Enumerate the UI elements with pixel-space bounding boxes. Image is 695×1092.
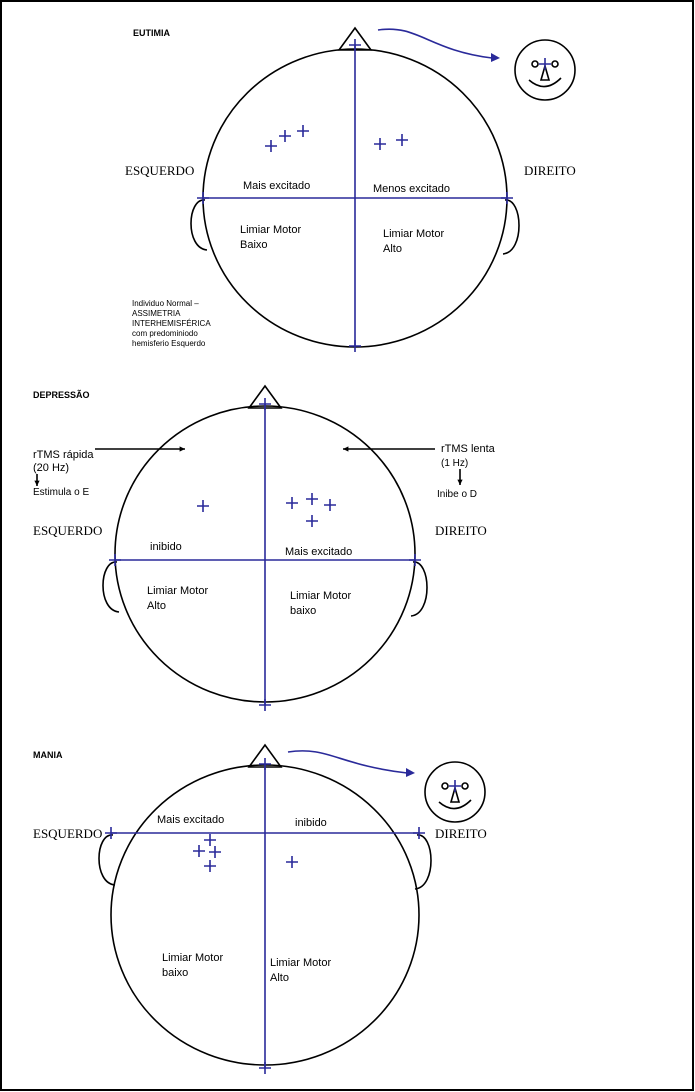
- stimulus: rTMS rápida: [33, 449, 94, 461]
- plus-mark: [286, 856, 298, 868]
- panel-title: DEPRESSÃO: [33, 390, 90, 400]
- region-label: Limiar Motor: [270, 957, 331, 969]
- down-arrow-head: [457, 480, 462, 485]
- eye: [462, 783, 468, 789]
- region-label: Limiar Motor: [240, 224, 301, 236]
- plus-mark: [324, 499, 336, 511]
- plus-mark: [349, 340, 361, 352]
- region-label: Alto: [147, 600, 166, 612]
- region-label: Mais excitado: [243, 180, 310, 192]
- eye: [552, 61, 558, 67]
- region-label: baixo: [162, 967, 188, 979]
- note: com predominiodo: [132, 329, 198, 338]
- region-label: Limiar Motor: [290, 590, 351, 602]
- region-label: Limiar Motor: [383, 228, 444, 240]
- arrow-head: [491, 53, 500, 62]
- plus-mark: [193, 845, 205, 857]
- right-label: DIREITO: [524, 163, 576, 178]
- plus-mark: [259, 1062, 271, 1074]
- plus-mark: [449, 780, 461, 792]
- ear: [415, 835, 431, 889]
- effect: Estimula o E: [33, 487, 89, 498]
- plus-mark: [306, 493, 318, 505]
- plus-mark: [204, 834, 216, 846]
- region-label: Limiar Motor: [162, 952, 223, 964]
- stimulus-arrow-head: [180, 446, 185, 451]
- note: Individuo Normal –: [132, 299, 199, 308]
- panel-title: MANIA: [33, 750, 63, 760]
- note: INTERHEMISFÉRICA: [132, 319, 211, 328]
- region-label: Baixo: [240, 239, 268, 251]
- diagram: EUTIMIA ESQUERDO DIREITO Mais excitado Menos…: [0, 0, 695, 1092]
- eye: [442, 783, 448, 789]
- note: ASSIMETRIA: [132, 309, 181, 318]
- plus-mark: [265, 140, 277, 152]
- region-label: Menos excitado: [373, 183, 450, 195]
- left-label: ESQUERDO: [33, 826, 102, 841]
- stimulus: (1 Hz): [441, 458, 468, 469]
- eye: [532, 61, 538, 67]
- plus-mark: [306, 515, 318, 527]
- region-label: baixo: [290, 605, 316, 617]
- region-label: Alto: [383, 243, 402, 255]
- ear: [503, 200, 519, 254]
- right-label: DIREITO: [435, 523, 487, 538]
- left-label: ESQUERDO: [33, 523, 102, 538]
- right-label: DIREITO: [435, 826, 487, 841]
- plus-mark: [374, 138, 386, 150]
- plus-mark: [297, 125, 309, 137]
- note: hemisferio Esquerdo: [132, 339, 206, 348]
- region-label: Alto: [270, 972, 289, 984]
- stimulus-arrow-head: [343, 446, 348, 451]
- region-label: Mais excitado: [157, 814, 224, 826]
- stimulus: rTMS lenta: [441, 443, 496, 455]
- region-label: inibido: [295, 817, 327, 829]
- plus-mark: [286, 497, 298, 509]
- arrow-head: [406, 768, 415, 777]
- plus-mark: [209, 846, 221, 858]
- down-arrow-head: [34, 481, 39, 486]
- left-label: ESQUERDO: [125, 163, 194, 178]
- plus-mark: [197, 500, 209, 512]
- plus-mark: [259, 758, 271, 770]
- region-label: Limiar Motor: [147, 585, 208, 597]
- region-label: inibido: [150, 541, 182, 553]
- plus-mark: [259, 699, 271, 711]
- ear: [99, 835, 115, 885]
- ear: [191, 200, 207, 250]
- plus-mark: [279, 130, 291, 142]
- plus-mark: [204, 860, 216, 872]
- effect: Inibe o D: [437, 489, 477, 500]
- region-label: Mais excitado: [285, 546, 352, 558]
- plus-mark: [396, 134, 408, 146]
- plus-mark: [539, 58, 551, 70]
- panel-title: EUTIMIA: [133, 28, 170, 38]
- stimulus: (20 Hz): [33, 462, 69, 474]
